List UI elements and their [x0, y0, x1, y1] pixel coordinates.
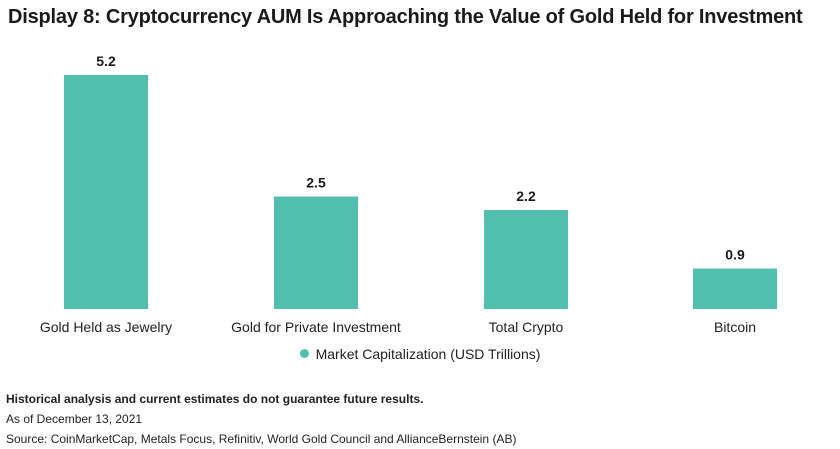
value-label-0: 5.2 [96, 53, 116, 69]
bars-group [64, 75, 777, 309]
bar-2 [484, 210, 568, 309]
legend-swatch [299, 349, 309, 358]
category-label-1: Gold for Private Investment [231, 319, 401, 335]
category-label-0: Gold Held as Jewelry [40, 319, 172, 335]
bar-3 [693, 268, 777, 309]
legend: Market Capitalization (USD Trillions) [0, 346, 840, 362]
disclaimer-note: Historical analysis and current estimate… [6, 392, 424, 406]
chart-title: Display 8: Cryptocurrency AUM Is Approac… [8, 6, 803, 28]
category-label-3: Bitcoin [714, 319, 756, 335]
bar-1 [274, 196, 358, 309]
category-labels-group: Gold Held as Jewelry Gold for Private Inv… [40, 319, 756, 335]
value-label-1: 2.5 [306, 175, 326, 191]
value-label-2: 2.2 [516, 188, 536, 204]
bar-0 [64, 75, 148, 309]
footnotes: Historical analysis and current estimate… [6, 389, 516, 449]
source-note: Source: CoinMarketCap, Metals Focus, Ref… [6, 432, 517, 446]
value-labels-group: 5.2 2.5 2.2 0.9 [96, 53, 745, 263]
category-label-2: Total Crypto [489, 319, 564, 335]
legend-label: Market Capitalization (USD Trillions) [315, 346, 541, 362]
date-note: As of December 13, 2021 [6, 412, 143, 426]
bar-chart: 5.2 2.5 2.2 0.9 Gold Held as Jewelry Gold fo… [40, 53, 777, 335]
value-label-3: 0.9 [725, 247, 745, 263]
